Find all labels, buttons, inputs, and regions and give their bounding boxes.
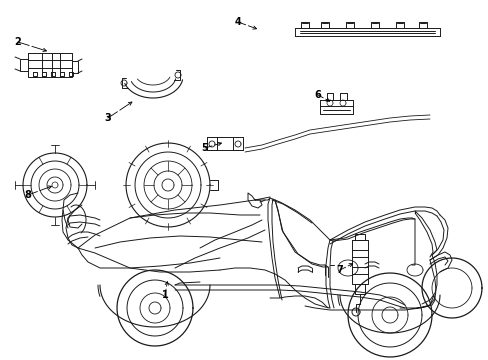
Text: 7: 7 <box>336 265 343 275</box>
Text: 5: 5 <box>201 143 208 153</box>
Text: 2: 2 <box>15 37 21 47</box>
Text: 4: 4 <box>234 17 241 27</box>
Text: 8: 8 <box>24 190 31 200</box>
Text: 6: 6 <box>314 90 321 100</box>
Text: 3: 3 <box>104 113 111 123</box>
Text: 1: 1 <box>162 290 168 300</box>
